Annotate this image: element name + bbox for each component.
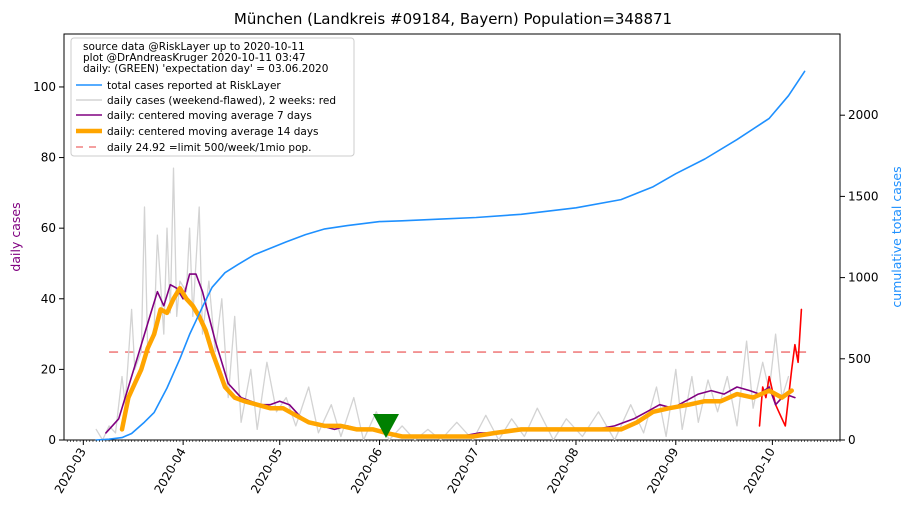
y-right-tick-label: 1000: [848, 271, 879, 285]
y-left-tick-label: 0: [48, 433, 56, 447]
expectation-triangle: [372, 414, 399, 438]
y-left-tick-label: 40: [41, 292, 56, 306]
legend-header-3: daily: (GREEN) 'expectation day' = 03.06…: [83, 63, 328, 75]
plot-frame: [63, 33, 841, 441]
x-tick-label: 2020-08: [544, 446, 581, 496]
legend-label-total: total cases reported at RiskLayer: [107, 80, 281, 92]
y-right-tick-label: 2000: [848, 108, 879, 122]
recent-daily-series: [758, 308, 803, 427]
x-axis: 2020-03 2020-04 2020-05 2020-06 2020-07 2020-…: [52, 440, 841, 496]
y-axis-right: 0 500 1000 1500 2000: [840, 108, 879, 447]
y-axis-left: 0 20 40 60 80 100: [33, 80, 64, 447]
x-tick-label: 2020-05: [248, 446, 285, 496]
x-tick-label: 2020-04: [152, 446, 189, 496]
series-line-total: [95, 70, 806, 441]
y-left-tick-label: 20: [41, 362, 56, 376]
y-right-tick-label: 1500: [848, 189, 879, 203]
x-tick-label: 2020-03: [52, 446, 89, 496]
legend-label-ma14: daily: centered moving average 14 days: [107, 126, 319, 138]
ma14-series: [119, 285, 794, 439]
legend-label-daily: daily cases (weekend-flawed), 2 weeks: r…: [107, 95, 336, 107]
y-right-tick-label: 0: [848, 433, 856, 447]
y-left-tick-label: 80: [41, 151, 56, 165]
legend-header-1: source data @RiskLayer up to 2020-10-11: [83, 41, 305, 53]
legend-label-ma7: daily: centered moving average 7 days: [107, 110, 312, 122]
x-tick-label: 2020-06: [348, 446, 385, 496]
daily-series: [95, 167, 790, 441]
ma7-series: [105, 273, 796, 438]
y-left-tick-label: 100: [33, 80, 56, 94]
total-series: [95, 70, 806, 441]
series-line-red: [758, 308, 803, 427]
y-label-right: cumulative total cases: [889, 166, 904, 307]
legend-label-limit: daily 24.92 =limit 500/week/1mio pop.: [107, 142, 312, 154]
chart-title: München (Landkreis #09184, Bayern) Popul…: [234, 10, 672, 28]
series-line-daily: [95, 167, 790, 441]
x-tick-label: 2020-10: [741, 446, 778, 496]
y-right-tick-label: 500: [848, 352, 871, 366]
y-label-left: daily cases: [8, 202, 23, 271]
y-left-tick-label: 60: [41, 221, 56, 235]
legend: source data @RiskLayer up to 2020-10-11 …: [70, 37, 355, 157]
x-tick-label: 2020-09: [644, 446, 681, 496]
expectation-day-marker: [372, 414, 399, 438]
legend-box: [70, 37, 355, 157]
series-line-ma14: [119, 285, 794, 439]
series-line-ma7: [105, 273, 796, 438]
legend-header-2: plot @DrAndreasKruger 2020-10-11 03:47: [83, 52, 306, 64]
x-tick-label: 2020-07: [445, 446, 482, 496]
